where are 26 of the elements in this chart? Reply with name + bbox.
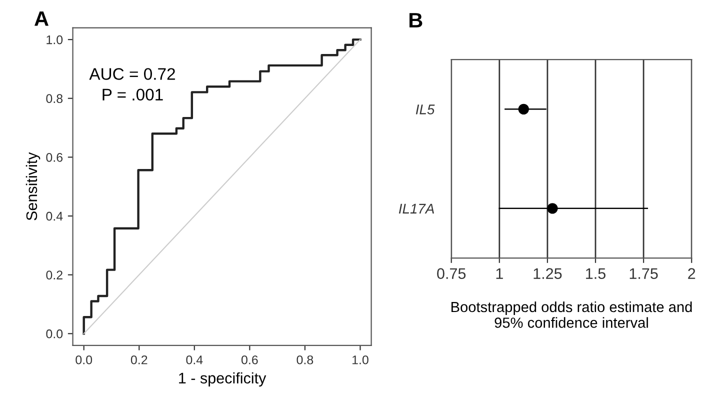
x-tick-label: 0.0 xyxy=(76,355,92,364)
x-tick-label: 0.6 xyxy=(241,355,258,364)
x-tick-label: 0.2 xyxy=(130,355,148,364)
y-tick-label: IL17A xyxy=(398,204,434,214)
x-tick-label: 1.25 xyxy=(534,268,562,279)
x-axis-title: Bootstrapped odds ratio estimate and 95% confidence interval xyxy=(451,301,692,328)
x-tick-label: 0.75 xyxy=(437,268,466,279)
annotation: P = .001 xyxy=(102,88,163,101)
x-tick-label: 0.8 xyxy=(296,355,314,364)
chart-title: A xyxy=(34,11,48,26)
x-tick-label: 2 xyxy=(688,268,696,279)
y-tick-label: 0.4 xyxy=(46,212,63,221)
x-tick-label: 1.5 xyxy=(586,268,606,279)
x-tick-label: 1.75 xyxy=(630,268,658,279)
x-axis-title: 1 - specificity xyxy=(179,372,266,387)
y-tick-label: IL5 xyxy=(416,104,435,114)
y-axis-title: Sensitivity xyxy=(26,152,40,220)
chart-title: B xyxy=(410,13,422,28)
x-tick-label: 1 xyxy=(496,268,503,279)
y-tick-label: 0.6 xyxy=(46,152,63,162)
y-tick-label: 0.8 xyxy=(46,94,63,104)
x-tick-label: 0.4 xyxy=(186,355,203,364)
y-tick-label: 1.0 xyxy=(46,35,63,44)
y-tick-label: 0.0 xyxy=(46,329,63,338)
annotation: AUC = 0.72 xyxy=(89,68,175,80)
x-tick-label: 1.0 xyxy=(352,355,368,364)
